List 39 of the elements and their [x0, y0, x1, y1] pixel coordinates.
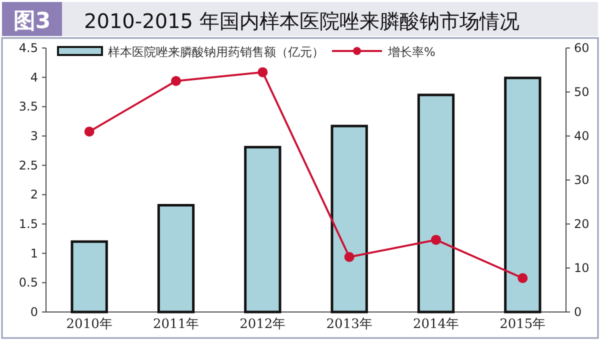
point — [344, 252, 354, 262]
x-tick-label: 2014年 — [412, 317, 460, 332]
y-tick-label: 1.5 — [18, 217, 38, 231]
y2-tick-label: 20 — [574, 217, 590, 231]
chart-title: 2010-2015 年国内样本医院唑来膦酸钠市场情况 — [84, 9, 520, 33]
bar — [504, 76, 542, 314]
bar — [70, 240, 108, 314]
y2-tick-label: 0 — [574, 305, 582, 319]
y-tick-label: 2.5 — [18, 158, 38, 172]
y-tick-label: 2 — [30, 188, 38, 202]
bar — [417, 94, 455, 314]
point — [431, 234, 441, 245]
y-tick-label: 4.5 — [18, 41, 38, 55]
y-tick-label: 1 — [30, 246, 38, 260]
caption: 图3 — [13, 9, 51, 34]
x-tick-label: 2011年 — [152, 317, 200, 332]
y-tick-label: 3.5 — [18, 100, 38, 114]
y2-tick-label: 30 — [574, 173, 590, 187]
y-tick-label: 0.5 — [18, 276, 38, 290]
y2-tick-label: 50 — [574, 85, 590, 99]
legend-label: 增长率% — [387, 45, 436, 59]
point — [518, 273, 528, 284]
bar — [157, 204, 195, 314]
y-tick-label: 0 — [30, 305, 38, 319]
y-tick-label: 3 — [30, 129, 38, 143]
y2-tick-label: 10 — [574, 261, 590, 275]
y2-tick-label: 40 — [574, 129, 590, 143]
x-tick-label: 2013年 — [326, 317, 372, 332]
y-tick-label: 4 — [30, 70, 38, 84]
point — [258, 67, 268, 78]
point — [84, 126, 94, 137]
bar — [244, 146, 282, 314]
legend-label: 样本医院唑来膦酸钠用药销售额（亿元） — [108, 45, 324, 59]
point — [171, 76, 181, 86]
x-tick-label: 2015年 — [500, 317, 546, 332]
x-tick-label: 2010年 — [66, 317, 112, 332]
y2-tick-label: 60 — [574, 41, 590, 55]
bar — [330, 124, 368, 314]
x-tick-label: 2012年 — [240, 317, 286, 332]
